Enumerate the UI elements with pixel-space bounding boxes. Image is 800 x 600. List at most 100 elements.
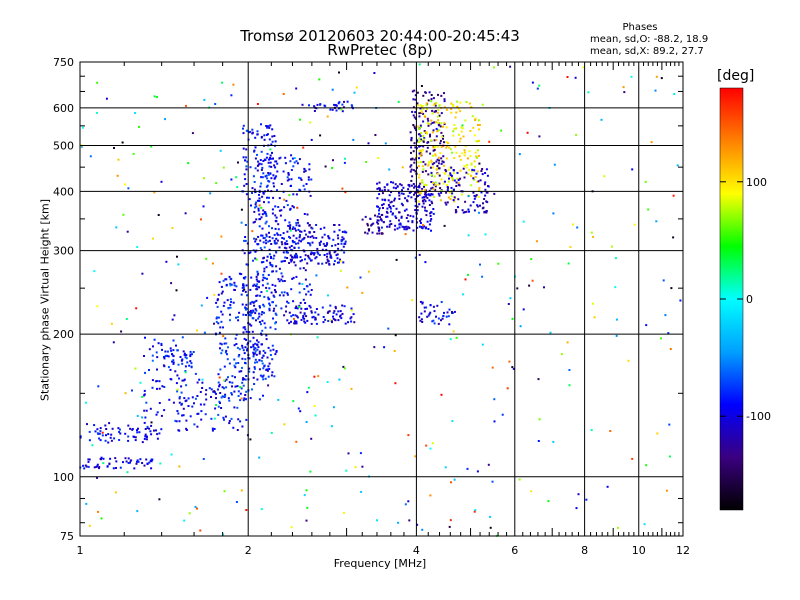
data-point <box>430 159 433 162</box>
data-point <box>238 311 241 314</box>
data-point <box>305 519 308 522</box>
data-point <box>453 196 456 199</box>
data-point <box>203 98 206 101</box>
data-point <box>446 184 448 187</box>
data-point <box>185 399 188 402</box>
data-point <box>254 312 257 315</box>
data-point <box>424 131 427 134</box>
data-point <box>426 196 429 199</box>
data-point <box>421 179 424 182</box>
data-point <box>566 76 569 78</box>
data-point <box>305 285 308 288</box>
data-point <box>427 193 430 196</box>
data-point <box>568 384 571 387</box>
data-point <box>230 393 233 396</box>
data-point <box>226 358 229 361</box>
data-point <box>413 158 416 161</box>
data-point <box>325 245 327 247</box>
data-point <box>183 378 186 381</box>
data-point <box>254 240 257 243</box>
data-point <box>468 102 471 105</box>
data-point <box>97 385 100 388</box>
data-point <box>528 284 531 287</box>
data-point <box>327 320 330 322</box>
data-point <box>429 494 432 497</box>
data-point <box>537 378 540 381</box>
data-point <box>272 182 275 185</box>
data-point <box>315 274 318 277</box>
data-point <box>427 314 430 317</box>
data-point <box>298 239 301 242</box>
data-point <box>236 346 239 349</box>
data-point <box>252 175 255 178</box>
data-point <box>309 121 312 124</box>
data-point <box>389 201 392 204</box>
data-point <box>251 317 254 320</box>
data-point <box>500 129 503 132</box>
data-point <box>150 460 153 463</box>
data-point <box>266 277 268 280</box>
data-point <box>431 193 434 196</box>
data-point <box>243 352 246 355</box>
data-point <box>131 428 134 430</box>
data-point <box>316 336 319 339</box>
data-point <box>427 164 430 167</box>
x-tick-label: 8 <box>581 544 588 557</box>
data-point <box>229 313 231 316</box>
data-point <box>243 326 246 329</box>
data-point <box>186 361 189 364</box>
data-point <box>263 138 266 141</box>
data-point <box>351 105 354 108</box>
data-point <box>210 396 212 398</box>
data-point <box>553 163 556 166</box>
data-point <box>172 355 175 358</box>
data-point <box>257 160 259 163</box>
data-point <box>418 192 421 195</box>
data-point <box>413 186 416 189</box>
data-point <box>325 243 328 246</box>
data-point <box>273 233 276 236</box>
data-point <box>267 172 270 174</box>
data-point <box>268 307 271 310</box>
data-point <box>410 146 413 149</box>
data-point <box>262 261 265 263</box>
data-point <box>217 322 220 325</box>
data-point <box>178 465 181 468</box>
data-point <box>438 104 441 107</box>
y-tick-label: 100 <box>53 471 74 484</box>
data-point <box>219 342 222 345</box>
data-point <box>231 385 233 388</box>
data-point <box>412 114 415 117</box>
data-point <box>422 140 425 143</box>
data-point <box>217 293 220 296</box>
data-point <box>284 243 287 246</box>
data-point <box>476 205 479 208</box>
data-point <box>236 186 239 189</box>
data-point <box>246 343 249 346</box>
data-point <box>421 302 424 305</box>
data-point <box>275 250 277 253</box>
data-point <box>141 416 144 419</box>
data-point <box>203 331 206 334</box>
data-point <box>419 154 422 157</box>
data-point <box>436 145 439 148</box>
data-point <box>185 384 188 387</box>
data-point <box>437 115 439 118</box>
data-point <box>310 289 313 291</box>
data-point <box>291 228 294 230</box>
data-point <box>377 229 380 232</box>
data-point <box>295 320 298 323</box>
data-point <box>176 374 179 377</box>
data-point <box>258 315 261 318</box>
data-point <box>538 84 541 87</box>
data-point <box>258 204 261 207</box>
data-point <box>227 397 230 400</box>
data-point <box>326 242 329 245</box>
data-point <box>443 141 445 144</box>
data-point <box>222 326 224 329</box>
data-point <box>172 359 175 362</box>
data-point <box>188 512 191 515</box>
data-point <box>328 237 331 240</box>
data-point <box>221 81 224 84</box>
phases-x-stats: mean, sd,X: 89.2, 27.7 <box>590 46 704 57</box>
